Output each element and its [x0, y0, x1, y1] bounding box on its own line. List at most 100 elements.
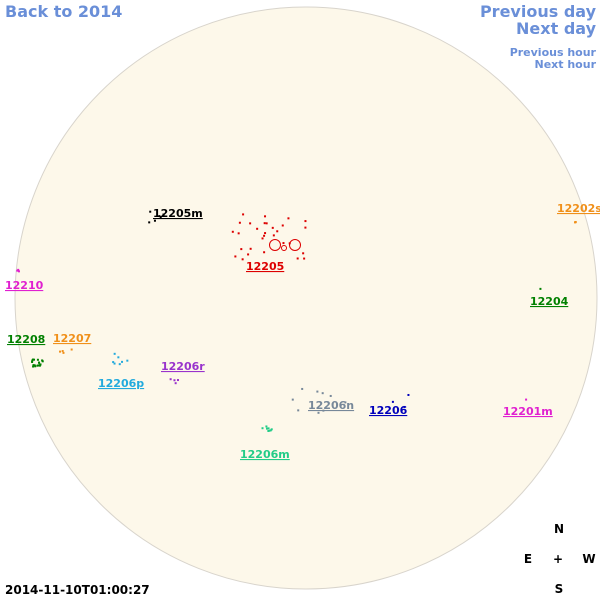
- sunspot: [281, 245, 287, 251]
- sunspot: [321, 392, 324, 395]
- sunspot: [265, 425, 268, 428]
- sunspot: [282, 242, 285, 245]
- sunspot: [31, 358, 34, 361]
- region-label[interactable]: 12206r: [161, 360, 205, 373]
- sunspot: [247, 253, 250, 256]
- sunspot: [264, 232, 267, 235]
- sunspot: [113, 362, 116, 365]
- sunspot: [162, 213, 165, 216]
- timestamp: 2014-11-10T01:00:27: [5, 583, 150, 597]
- region-label[interactable]: 12210: [5, 279, 44, 292]
- sunspot: [242, 213, 245, 216]
- sunspot: [291, 398, 294, 401]
- region-label[interactable]: 12205m: [153, 207, 203, 220]
- sunspot: [574, 221, 577, 224]
- sunspot: [539, 287, 542, 290]
- sunspot: [261, 427, 264, 430]
- region-label[interactable]: 12206n: [308, 399, 354, 412]
- sunspot: [265, 222, 268, 225]
- sunspot: [270, 428, 273, 431]
- sunspot: [237, 232, 240, 235]
- region-label[interactable]: 12206p: [98, 377, 144, 390]
- back-link[interactable]: Back to 2014: [5, 2, 122, 21]
- sunspot: [149, 210, 152, 213]
- region-label[interactable]: 12206: [369, 404, 408, 417]
- sunspot: [263, 251, 266, 254]
- sunspot: [169, 378, 172, 381]
- sunspot: [303, 257, 306, 260]
- sunspot: [234, 255, 237, 258]
- compass-south: S: [555, 582, 564, 596]
- region-label[interactable]: 12206m: [240, 448, 290, 461]
- region-label[interactable]: 12207: [53, 332, 91, 345]
- sunspot: [121, 360, 124, 363]
- sunspot: [266, 427, 269, 430]
- sunspot: [62, 351, 65, 354]
- sunspot: [288, 242, 291, 245]
- next-hour-link[interactable]: Next hour: [535, 58, 597, 71]
- sunspot: [61, 350, 64, 353]
- sunspot: [148, 221, 151, 224]
- sunspot: [329, 394, 332, 397]
- sunspot: [264, 215, 267, 218]
- sunspot: [32, 365, 35, 368]
- compass-west: W: [582, 552, 595, 566]
- sunspot: [261, 237, 264, 240]
- sunspot: [32, 364, 35, 367]
- sunspot: [240, 248, 243, 251]
- sunspot: [113, 352, 116, 355]
- sunspot: [249, 222, 252, 225]
- region-label[interactable]: 12208: [7, 333, 45, 346]
- sunspot: [112, 361, 115, 364]
- sunspot: [31, 360, 34, 363]
- previous-day-link[interactable]: Previous day: [480, 2, 597, 21]
- sunspot: [118, 363, 121, 366]
- sunspot: [269, 429, 272, 432]
- sunspot: [301, 387, 304, 390]
- solar-disk: [14, 6, 598, 590]
- sunspot: [38, 361, 41, 364]
- region-label[interactable]: 12201m: [503, 405, 553, 418]
- sunspot: [37, 364, 40, 367]
- sunspot: [281, 224, 284, 227]
- sunspot: [268, 429, 271, 432]
- previous-hour-link[interactable]: Previous hour: [510, 46, 597, 59]
- sunspot: [41, 359, 44, 362]
- sunspot: [267, 427, 270, 430]
- sunspot: [17, 270, 20, 273]
- region-label[interactable]: 12202s: [557, 202, 600, 215]
- sunspot: [403, 405, 406, 408]
- sunspot: [304, 226, 307, 229]
- sunspot: [302, 252, 305, 255]
- sunspot: [33, 364, 36, 367]
- sunspot: [241, 258, 244, 261]
- sunspot: [316, 390, 319, 393]
- sunspot: [70, 348, 73, 351]
- sunspot: [174, 382, 177, 385]
- sunspot: [296, 257, 299, 260]
- sunspot: [59, 350, 62, 353]
- sunspot: [304, 220, 307, 223]
- region-label[interactable]: 12205: [246, 260, 284, 273]
- sunspot: [289, 239, 301, 251]
- sunspot: [256, 227, 259, 230]
- sunspot: [271, 226, 274, 229]
- sunspot: [297, 409, 300, 412]
- sunspot: [525, 398, 528, 401]
- sunspot: [249, 247, 252, 250]
- sunspot: [391, 400, 394, 403]
- sunspot: [317, 411, 320, 414]
- sunspot: [16, 269, 19, 272]
- sunspot: [176, 379, 179, 382]
- sunspot: [287, 217, 290, 220]
- next-day-link[interactable]: Next day: [516, 19, 597, 38]
- sunspot: [117, 356, 120, 359]
- sunspot: [158, 215, 161, 218]
- sunspot: [272, 234, 275, 237]
- region-label[interactable]: 12204: [530, 295, 569, 308]
- sunspot: [33, 358, 36, 361]
- sunspot: [38, 364, 41, 367]
- sunspot: [36, 358, 39, 361]
- sunspot: [269, 239, 281, 251]
